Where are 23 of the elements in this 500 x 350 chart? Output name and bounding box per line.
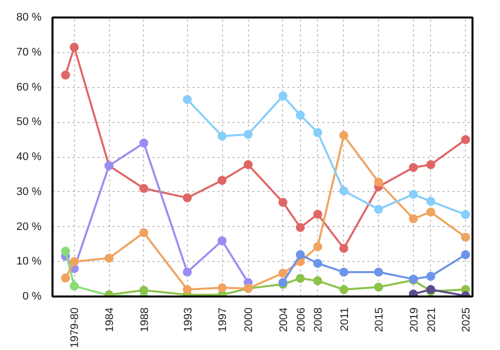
y-tick-label: 20 % bbox=[16, 220, 42, 233]
x-tick-label: 2011 bbox=[338, 308, 351, 332]
y-tick-label: 60 % bbox=[16, 81, 42, 94]
y-tick-label: 10 % bbox=[16, 256, 42, 268]
x-tick-label: 1997 bbox=[217, 307, 230, 332]
x-tick-label: 1984 bbox=[104, 307, 116, 332]
y-tick-label: 30 % bbox=[16, 186, 42, 198]
y-tick-label: 50 % bbox=[16, 116, 42, 128]
y-tick-label: 70 % bbox=[16, 46, 42, 58]
x-tick-label: 2008 bbox=[312, 307, 325, 332]
x-tick-label: 1988 bbox=[138, 307, 151, 332]
y-tick-label: 80 % bbox=[16, 12, 42, 24]
x-tick-label: 2025 bbox=[460, 307, 473, 332]
x-tick-label: 2021 bbox=[426, 307, 438, 332]
x-tick-label: 2015 bbox=[374, 307, 386, 332]
y-tick-label: 0 % bbox=[22, 290, 42, 302]
y-tick-label: 40 % bbox=[16, 151, 42, 163]
x-tick-label: 2019 bbox=[408, 307, 420, 332]
x-tick-label: 2006 bbox=[295, 307, 308, 332]
x-tick-label: 2004 bbox=[278, 307, 290, 332]
x-tick-label: 1993 bbox=[182, 307, 194, 332]
x-tick-label: 1979-80 bbox=[69, 307, 82, 348]
x-tick-label: 2000 bbox=[243, 307, 256, 332]
